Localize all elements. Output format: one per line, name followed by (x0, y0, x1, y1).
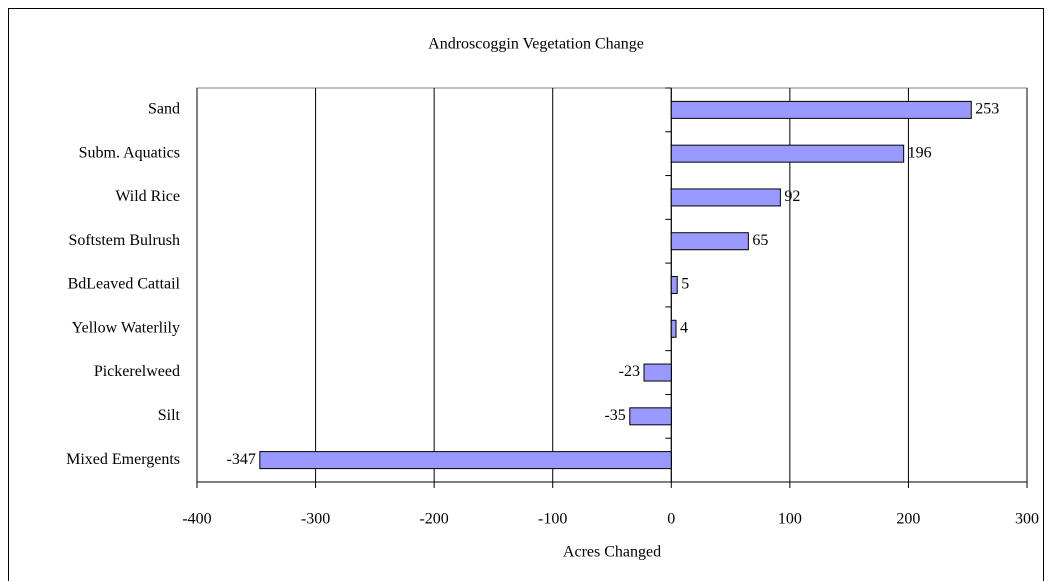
x-tick-label: 0 (667, 511, 675, 528)
y-tick-label: Softstem Bulrush (68, 232, 180, 249)
bar (670, 276, 678, 294)
x-tick-label: 100 (778, 511, 802, 528)
x-tick-label: -100 (538, 511, 567, 528)
bar (259, 451, 672, 470)
x-tick-label: 300 (1015, 511, 1039, 528)
data-label: -23 (619, 363, 640, 380)
data-label: 253 (975, 101, 999, 118)
bar (643, 363, 672, 382)
data-label: 65 (752, 232, 768, 249)
y-tick-label: BdLeaved Cattail (68, 276, 181, 293)
data-label: -347 (227, 451, 256, 468)
bar (670, 100, 972, 119)
y-tick-label: Yellow Waterlily (72, 319, 180, 336)
bar (629, 407, 672, 426)
y-tick-label: Wild Rice (115, 188, 180, 205)
y-tick-label: Silt (158, 407, 181, 424)
bar (670, 188, 781, 207)
y-tick-label: Pickerelweed (94, 363, 180, 380)
y-tick-label: Subm. Aquatics (79, 144, 180, 161)
bar (670, 232, 749, 251)
y-tick-label: Sand (148, 101, 180, 118)
data-label: -35 (604, 407, 625, 424)
x-axis-label: Acres Changed (563, 544, 661, 561)
y-tick-label: Mixed Emergents (66, 451, 180, 468)
bar (670, 144, 905, 163)
x-tick-label: -400 (182, 511, 211, 528)
x-tick-label: -300 (301, 511, 330, 528)
bar (670, 319, 677, 338)
data-label: 5 (681, 276, 689, 293)
x-tick-label: 200 (896, 511, 920, 528)
x-tick-label: -200 (419, 511, 448, 528)
data-label: 92 (784, 188, 800, 205)
data-label: 196 (908, 144, 932, 161)
chart-title: Androscoggin Vegetation Change (428, 36, 644, 53)
data-label: 4 (680, 319, 688, 336)
